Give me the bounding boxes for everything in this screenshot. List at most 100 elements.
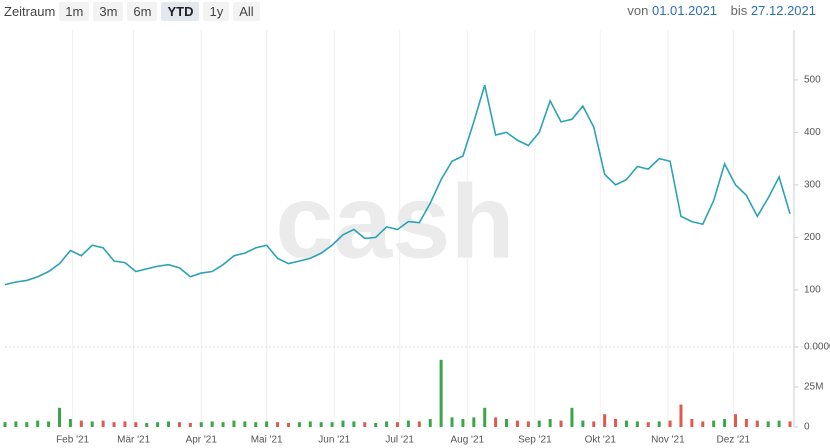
volume-bar <box>297 422 301 427</box>
volume-bar <box>14 421 18 427</box>
volume-bar <box>690 419 694 427</box>
volume-bar <box>177 422 181 427</box>
volume-bar <box>47 421 51 427</box>
volume-bar <box>156 422 160 427</box>
from-label: von <box>627 3 649 18</box>
volume-bar <box>559 420 563 427</box>
x-tick-label: Mär '21 <box>117 435 150 446</box>
range-button[interactable]: 3m <box>93 1 124 21</box>
volume-bar <box>766 421 770 427</box>
y-tick-label: 0 <box>804 422 810 433</box>
volume-bar <box>406 420 410 427</box>
volume-bar <box>483 407 487 427</box>
volume-bar <box>286 423 290 427</box>
volume-bar <box>614 419 618 427</box>
range-button[interactable]: YTD <box>161 1 200 21</box>
volume-bar <box>25 422 29 427</box>
volume-bar <box>232 420 236 427</box>
volume-bar <box>396 422 399 427</box>
volume-bar <box>134 422 138 427</box>
volume-bar <box>90 421 94 427</box>
volume-bar <box>624 420 628 427</box>
volume-bar <box>188 423 192 427</box>
volume-bar <box>581 420 585 427</box>
volume-bar <box>712 420 716 427</box>
volume-bar <box>68 419 72 427</box>
volume-bar <box>494 417 498 427</box>
volume-bar <box>592 421 596 427</box>
y-tick-label: 400 <box>804 127 821 138</box>
volume-bar <box>668 420 672 427</box>
volume-bar <box>472 417 476 427</box>
x-tick-label: Mai '21 <box>251 435 283 446</box>
volume-bar <box>505 419 509 427</box>
volume-bar <box>308 421 312 427</box>
volume-bar <box>548 419 552 427</box>
volume-bar <box>3 422 7 427</box>
volume-bar <box>145 423 149 427</box>
volume-bar <box>635 421 639 427</box>
volume-bar <box>199 422 203 427</box>
volume-bar <box>537 420 541 427</box>
range-button[interactable]: All <box>233 1 260 21</box>
x-tick-label: Jun '21 <box>318 435 350 446</box>
volume-bar <box>788 421 792 427</box>
volume-bar <box>777 420 781 427</box>
volume-bar <box>701 421 705 427</box>
date-range: von 01.01.2021 bis 27.12.2021 <box>627 3 816 18</box>
x-tick-label: Apr '21 <box>186 435 218 446</box>
volume-bar <box>167 421 171 427</box>
x-tick-label: Dez '21 <box>717 435 751 446</box>
volume-bar <box>341 420 345 427</box>
volume-bar <box>254 422 258 427</box>
range-button[interactable]: 1y <box>203 1 230 21</box>
volume-bar <box>363 422 367 427</box>
volume-bar <box>385 421 389 427</box>
y-tick-label: 200 <box>804 232 821 243</box>
volume-bar <box>265 421 269 427</box>
volume-bar <box>210 421 214 427</box>
x-tick-label: Jul '21 <box>385 435 414 446</box>
range-button[interactable]: 1m <box>59 1 90 21</box>
volume-bar <box>723 419 727 427</box>
volume-bar <box>515 420 519 427</box>
volume-bar <box>526 421 530 427</box>
volume-bar <box>319 422 323 427</box>
volume-bar <box>58 407 62 427</box>
volume-bar <box>352 421 356 427</box>
volume-bar <box>221 422 225 427</box>
range-buttons: 1m 3m 6m YTD 1y All <box>55 1 260 21</box>
volume-bar <box>657 421 661 427</box>
volume-bar <box>439 359 443 427</box>
to-date[interactable]: 27.12.2021 <box>750 3 816 18</box>
volume-bar <box>36 420 40 427</box>
volume-bar <box>374 423 378 427</box>
range-button[interactable]: 6m <box>127 1 158 21</box>
volume-bar <box>450 417 454 427</box>
watermark: cash <box>275 164 514 281</box>
volume-bar <box>417 421 421 427</box>
from-date[interactable]: 01.01.2021 <box>651 3 718 18</box>
volume-bar <box>79 420 83 427</box>
x-tick-label: Sep '21 <box>518 435 552 446</box>
volume-bar <box>276 422 280 427</box>
toolbar-label: Zeitraum <box>4 3 56 19</box>
x-tick-label: Feb '21 <box>56 435 89 446</box>
to-label: bis <box>730 3 748 18</box>
volume-bar <box>603 414 607 427</box>
volume-bar <box>461 419 465 427</box>
volume-bar <box>101 420 105 427</box>
y-tick-label: 100 <box>804 285 821 296</box>
x-tick-label: Okt '21 <box>585 435 617 446</box>
volume-bar <box>428 419 432 427</box>
volume-bar <box>646 422 650 427</box>
y-tick-label: 0.0000 <box>804 342 830 353</box>
price-line <box>4 84 791 286</box>
volume-bar <box>679 404 683 427</box>
volume-bar <box>330 422 334 427</box>
y-tick-label: 300 <box>804 180 821 191</box>
volume-bar <box>243 421 247 427</box>
volume-bar <box>112 422 116 427</box>
